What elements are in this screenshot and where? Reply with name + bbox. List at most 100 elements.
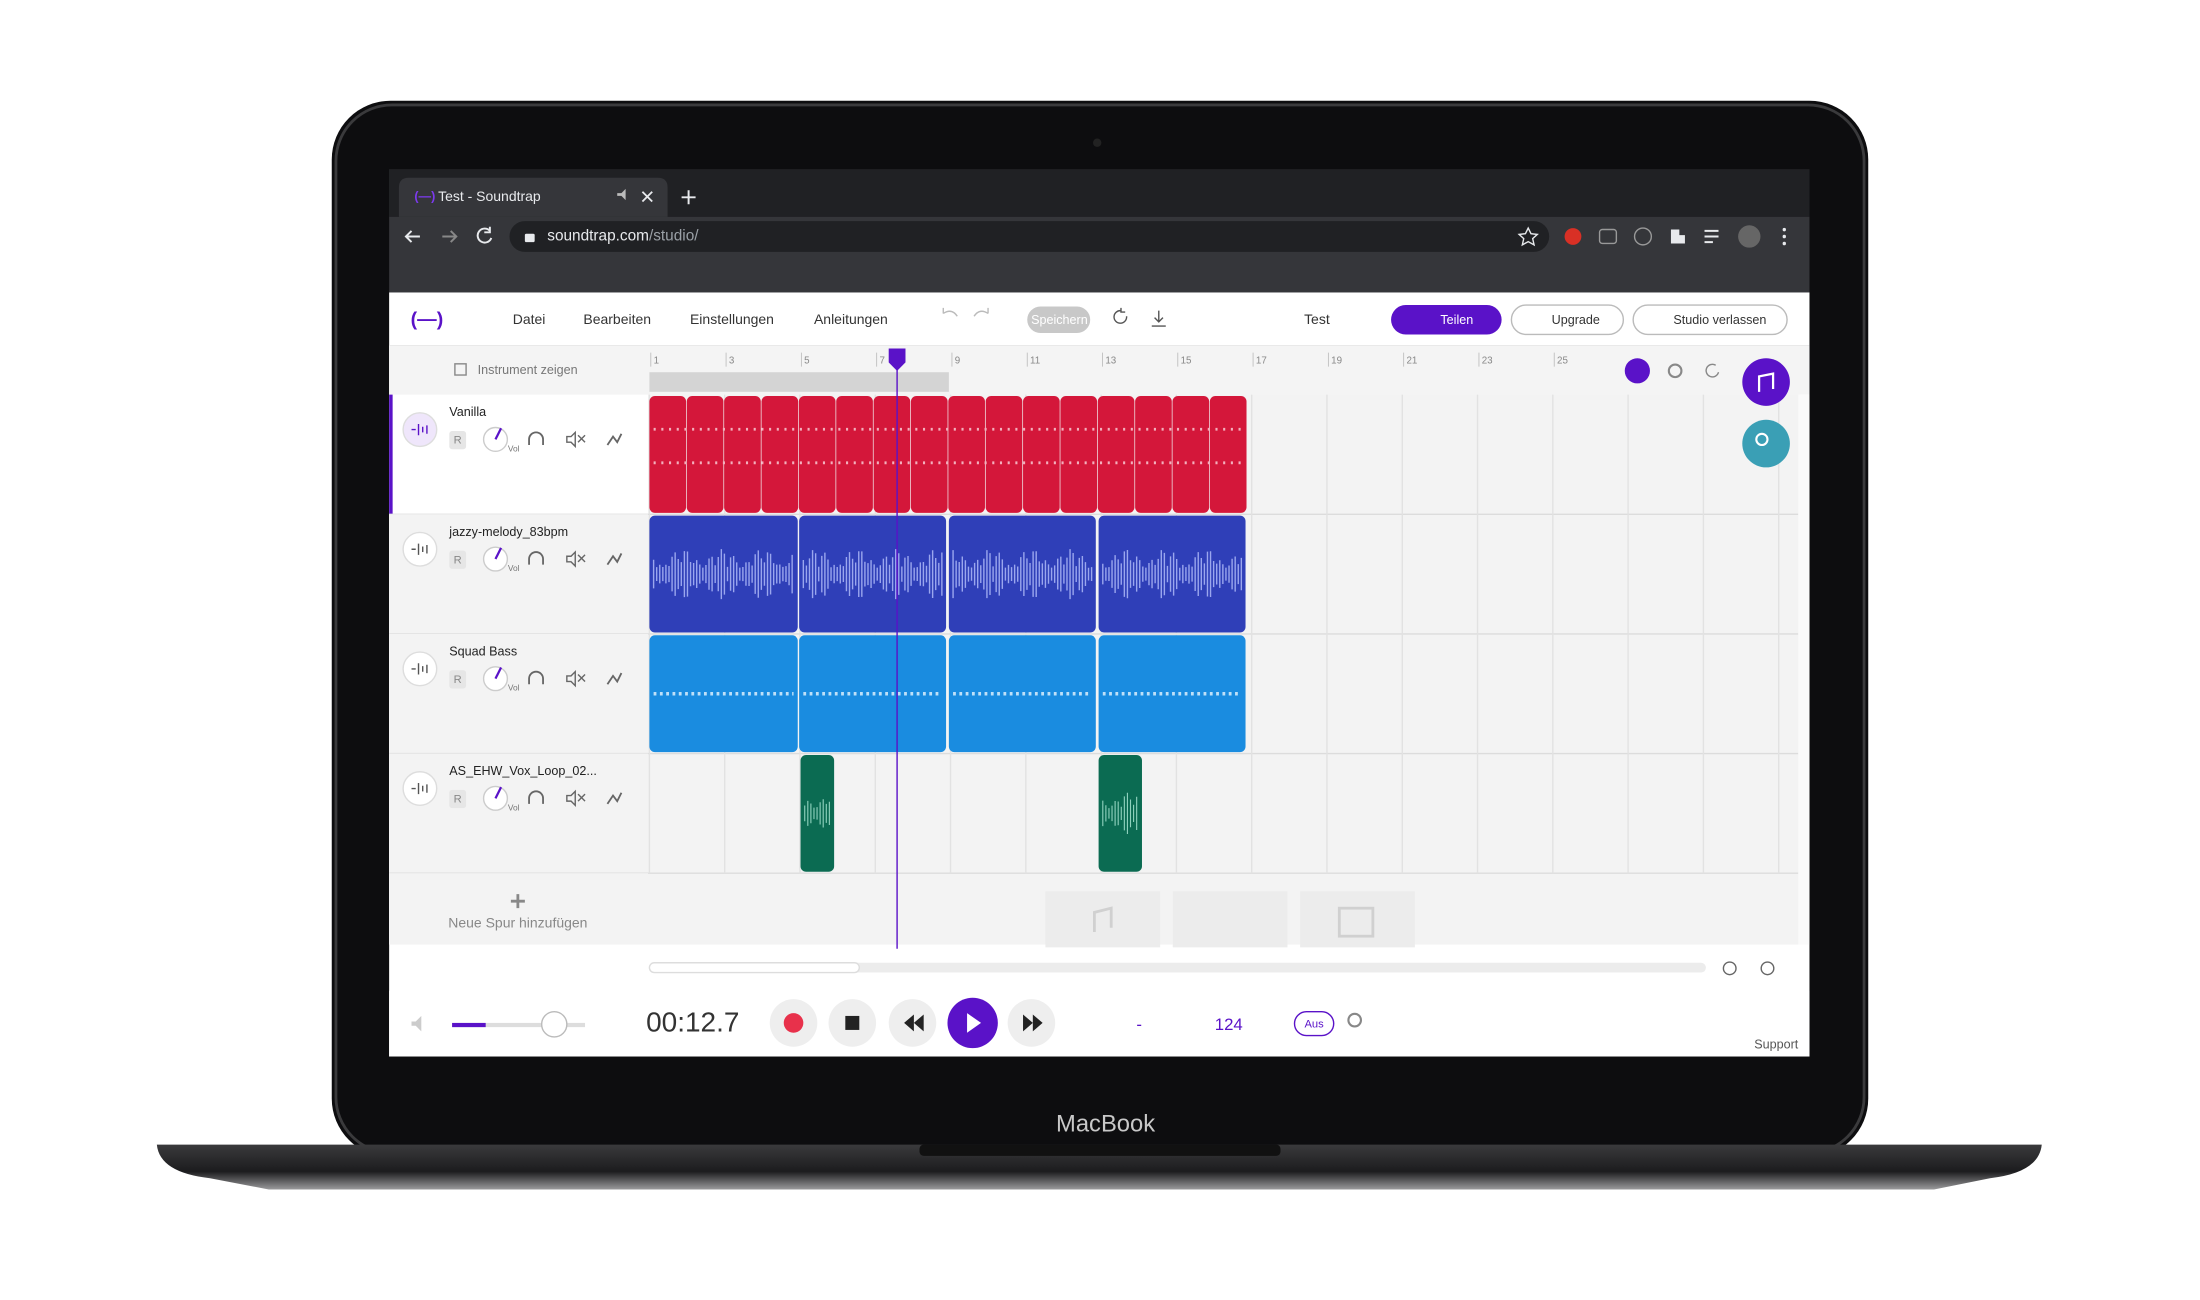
add-keys-tile[interactable]	[1300, 891, 1415, 948]
solo-button[interactable]	[528, 790, 544, 804]
transport-settings[interactable]	[1347, 1012, 1363, 1028]
new-tab[interactable]	[681, 190, 696, 205]
effects-button[interactable]	[606, 792, 623, 805]
play-icon	[967, 1013, 982, 1033]
loop-region[interactable]	[649, 372, 949, 392]
horizontal-scrollbar[interactable]	[649, 962, 1706, 973]
app-logo[interactable]: (—)	[411, 309, 444, 331]
add-track-row[interactable]	[389, 873, 649, 945]
track-name[interactable]: jazzy-melody_83bpm	[448, 525, 568, 539]
profile-avatar[interactable]	[1738, 225, 1761, 248]
clip[interactable]	[836, 396, 873, 513]
menu-item[interactable]: Einstellungen	[690, 311, 774, 327]
track-icon[interactable]	[402, 651, 438, 687]
effects-button[interactable]	[606, 553, 623, 566]
scroll-thumb[interactable]	[648, 962, 861, 974]
clip[interactable]	[724, 396, 761, 513]
track-name[interactable]: Vanilla	[449, 405, 486, 419]
mute-button[interactable]	[566, 670, 586, 688]
clip[interactable]	[873, 396, 911, 513]
effects-button[interactable]	[606, 672, 623, 685]
track-icon[interactable]	[402, 531, 438, 567]
solo-button[interactable]	[528, 551, 544, 565]
record-arm[interactable]	[449, 550, 467, 569]
zoom-out[interactable]	[1760, 961, 1775, 976]
clip[interactable]	[686, 396, 724, 513]
mute-button[interactable]	[566, 789, 586, 808]
track-icon[interactable]	[402, 412, 438, 448]
extension-icon[interactable]	[1564, 228, 1582, 245]
upgrade-button[interactable]	[1510, 304, 1625, 336]
support-link[interactable]: Support	[1754, 1038, 1799, 1052]
record-arm[interactable]	[449, 789, 467, 809]
clip[interactable]	[910, 396, 948, 513]
extensions-button[interactable]	[1670, 229, 1685, 244]
tab[interactable]	[398, 177, 668, 217]
clip[interactable]	[799, 515, 947, 633]
loop-button[interactable]	[1705, 363, 1720, 378]
music-fab[interactable]	[1742, 358, 1790, 406]
bookmark-star[interactable]	[1517, 226, 1539, 247]
save-button[interactable]	[1027, 306, 1091, 334]
track-name[interactable]: AS_EHW_Vox_Loop_02...	[449, 764, 597, 778]
solo-button[interactable]	[528, 431, 544, 445]
settings-button[interactable]	[1667, 363, 1683, 379]
key-display[interactable]: -	[1136, 1015, 1142, 1034]
clip[interactable]	[1135, 396, 1172, 513]
menu-item[interactable]: Anleitungen	[814, 311, 888, 327]
vertical-scrollbar[interactable]	[1798, 394, 1810, 945]
track-icon[interactable]	[402, 771, 438, 807]
clip[interactable]	[1060, 396, 1098, 513]
redo-button[interactable]	[973, 307, 989, 317]
record-arm[interactable]	[449, 431, 467, 450]
back-button[interactable]	[404, 230, 420, 243]
tempo-display[interactable]: 124	[1215, 1015, 1243, 1034]
clip[interactable]	[649, 515, 798, 633]
mute-button[interactable]	[566, 430, 586, 449]
clip[interactable]	[1209, 396, 1247, 513]
clip[interactable]	[1172, 396, 1210, 513]
clip[interactable]	[1098, 635, 1246, 753]
volume-thumb[interactable]	[540, 1011, 568, 1038]
metronome-toggle[interactable]	[1293, 1011, 1335, 1037]
tab-close[interactable]	[641, 191, 653, 203]
media-button[interactable]	[1704, 229, 1719, 244]
menu-item[interactable]: Datei	[513, 311, 546, 327]
add-instrument-tile[interactable]	[1045, 891, 1161, 948]
solo-button[interactable]	[528, 670, 544, 685]
forward-button[interactable]	[442, 230, 458, 243]
music-fab-icon	[1757, 372, 1775, 392]
download-button[interactable]	[1151, 310, 1166, 327]
reload-button[interactable]	[476, 226, 493, 244]
exit-button[interactable]	[1632, 304, 1788, 336]
menu-item[interactable]: Bearbeiten	[583, 311, 651, 327]
clip[interactable]	[649, 396, 687, 513]
playhead-handle[interactable]	[888, 348, 906, 371]
clip[interactable]	[798, 396, 836, 513]
extension-icon[interactable]	[1633, 227, 1653, 246]
clip[interactable]	[1097, 396, 1135, 513]
share-button[interactable]	[1391, 305, 1502, 335]
effects-button[interactable]	[606, 433, 623, 446]
zoom-in[interactable]	[1722, 961, 1737, 976]
mute-button[interactable]	[566, 550, 586, 568]
clip[interactable]	[1023, 396, 1060, 513]
record-arm[interactable]	[449, 670, 467, 689]
tracks: Vanilla R Vol jazzy-melody_83bpm R Vol Squad B…	[389, 394, 1799, 874]
history-button[interactable]	[1113, 307, 1128, 324]
track-name[interactable]: Squad Bass	[449, 644, 517, 658]
clip[interactable]	[948, 515, 1096, 633]
undo-button[interactable]	[942, 307, 958, 317]
clip[interactable]	[761, 396, 799, 513]
follow-button[interactable]	[1624, 358, 1650, 384]
show-instrument[interactable]: Instrument zeigen	[478, 363, 578, 377]
address-bar[interactable]	[509, 221, 1550, 252]
extension-icon[interactable]	[1598, 228, 1618, 245]
add-beat-tile[interactable]	[1172, 891, 1288, 948]
clip[interactable]	[1098, 515, 1246, 633]
volume-track[interactable]	[452, 1022, 586, 1028]
clip[interactable]	[1098, 754, 1142, 872]
clip[interactable]	[948, 396, 985, 513]
clip[interactable]	[985, 396, 1023, 513]
project-name[interactable]: Test	[1304, 311, 1330, 327]
